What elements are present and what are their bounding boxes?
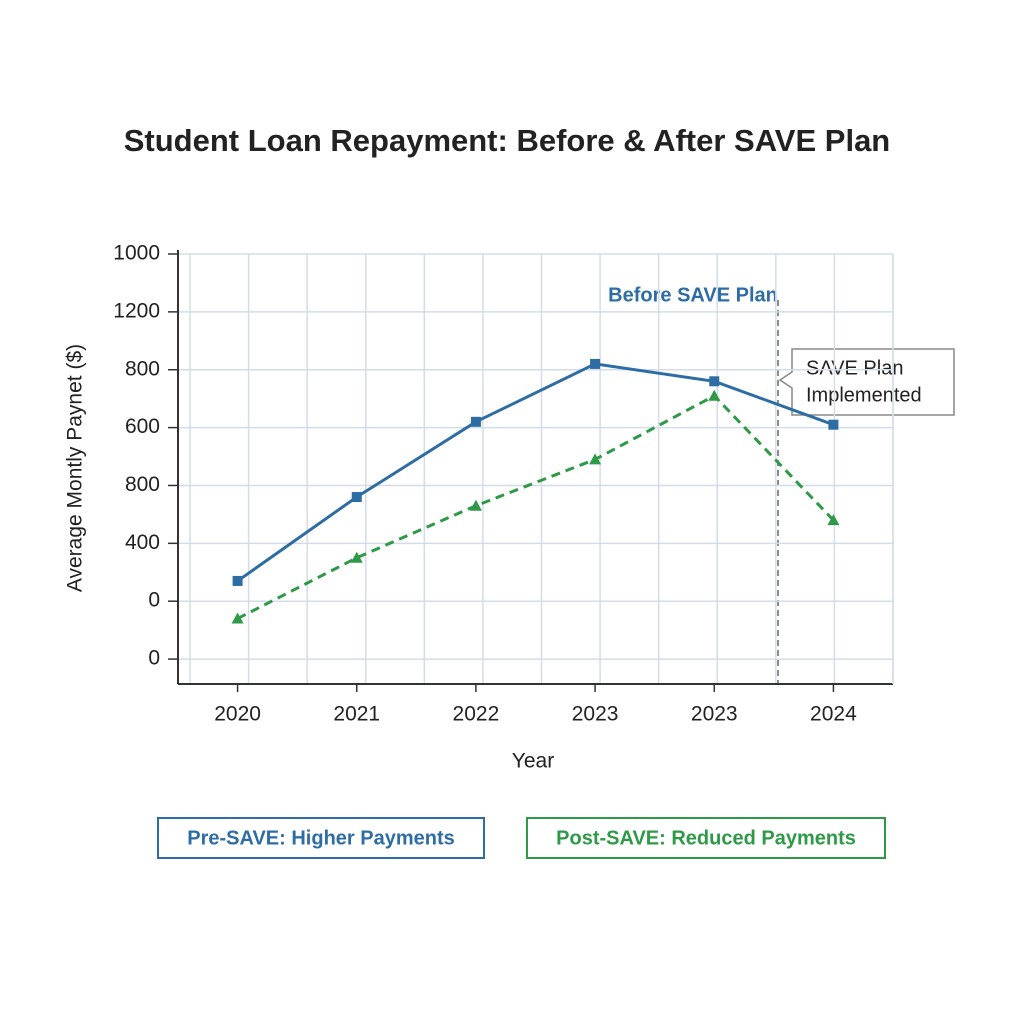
point-marker	[469, 499, 482, 511]
legend-box	[526, 817, 886, 859]
point-marker	[709, 376, 720, 387]
legend-box	[157, 817, 485, 859]
x-tick-label: 2022	[453, 703, 500, 726]
point-marker	[351, 492, 362, 503]
point-marker	[589, 453, 602, 465]
y-tick-label: 0	[148, 589, 160, 612]
y-axis-label: Average Montly Paynet ($)	[64, 344, 87, 592]
series-line	[236, 393, 835, 620]
y-tick-label: 600	[125, 415, 160, 438]
point-marker	[590, 358, 601, 369]
y-tick-label: 800	[125, 357, 160, 380]
annotation: Implemented	[806, 384, 922, 406]
chart-title: Student Loan Repayment: Before & After S…	[124, 123, 891, 158]
x-tick-label: 2023	[691, 703, 738, 726]
y-tick-label: 400	[125, 531, 160, 554]
point-marker	[231, 612, 244, 624]
series-line	[236, 362, 834, 583]
callout-box	[778, 348, 955, 416]
legend-label: Post-SAVE: Reduced Payments	[556, 827, 856, 849]
point-marker	[828, 419, 839, 430]
x-tick-label: 2024	[810, 703, 857, 726]
point-marker	[470, 416, 481, 427]
y-tick-label: 800	[125, 473, 160, 496]
point-marker	[350, 551, 363, 563]
point-marker	[708, 389, 721, 401]
y-tick-label: 1000	[113, 242, 160, 265]
annotation: Before SAVE Plan	[608, 284, 778, 306]
y-tick-label: 1200	[113, 299, 160, 322]
x-tick-label: 2021	[333, 703, 380, 726]
point-marker	[232, 575, 243, 586]
x-tick-label: 2023	[572, 703, 619, 726]
x-tick-label: 2020	[214, 703, 261, 726]
annotation: SAVE Plan	[806, 357, 903, 379]
legend-label: Pre-SAVE: Higher Payments	[187, 827, 455, 849]
point-marker	[827, 514, 840, 526]
x-axis-label: Year	[512, 750, 554, 773]
y-tick-label: 0	[148, 647, 160, 670]
